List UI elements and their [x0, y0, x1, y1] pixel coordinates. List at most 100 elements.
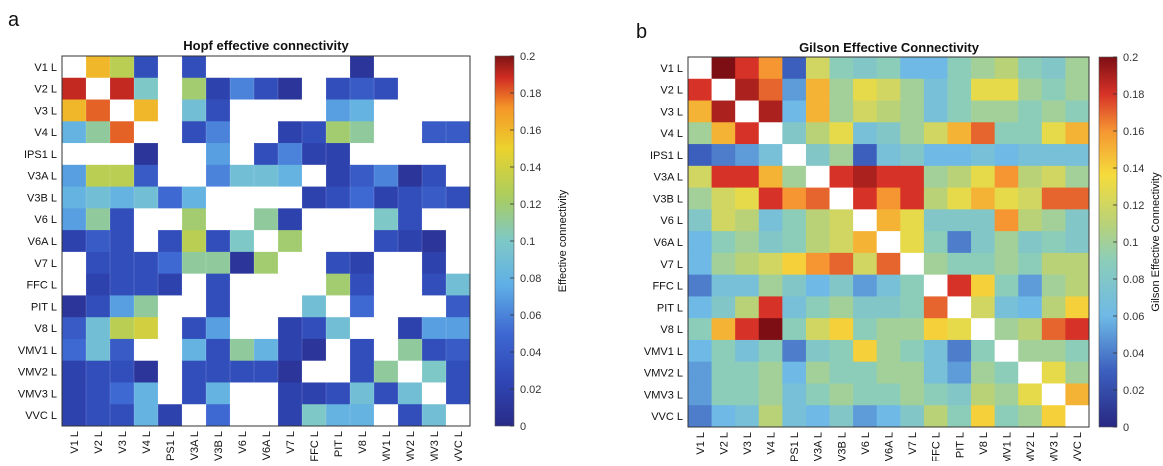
heatmap-cell	[994, 231, 1019, 254]
heatmap-cell	[182, 404, 207, 427]
heatmap-cell	[326, 230, 351, 253]
heatmap-cell	[230, 251, 255, 275]
heatmap-cell	[923, 78, 948, 101]
heatmap-cell	[62, 77, 87, 100]
heatmap-cell	[947, 209, 972, 232]
heatmap-cell	[350, 404, 375, 427]
heatmap-cell	[302, 295, 327, 318]
heatmap-cell	[350, 317, 375, 340]
heatmap-cell	[158, 230, 183, 253]
heatmap-cell	[446, 230, 471, 253]
heatmap-cell	[158, 338, 183, 362]
row-label: V7 L	[34, 258, 57, 270]
heatmap-cell	[735, 252, 760, 276]
col-label: VMV1 L	[381, 431, 393, 461]
heatmap-cell	[422, 360, 447, 383]
heatmap-cell	[62, 143, 87, 166]
heatmap-cell	[947, 57, 972, 80]
heatmap-cell	[446, 382, 471, 405]
heatmap-cell	[350, 208, 375, 231]
row-label: VVC L	[25, 410, 57, 422]
heatmap-cell	[923, 383, 948, 406]
heatmap-cell	[711, 252, 736, 276]
heatmap-cell	[62, 230, 87, 253]
heatmap-cell	[711, 296, 736, 319]
heatmap-cell	[302, 382, 327, 405]
heatmap-cell	[158, 208, 183, 231]
heatmap-cell	[758, 383, 783, 406]
col-label: V6A L	[884, 432, 896, 461]
heatmap-cell	[688, 361, 712, 384]
heatmap-cell	[62, 382, 87, 405]
heatmap-cell	[374, 230, 399, 253]
heatmap-cell	[805, 165, 830, 188]
heatmap-cell	[782, 274, 807, 297]
heatmap-cell	[134, 164, 159, 187]
heatmap-cell	[1065, 383, 1090, 406]
heatmap-cell	[278, 77, 303, 100]
heatmap-cell	[1018, 252, 1043, 276]
heatmap-cell	[829, 361, 854, 384]
heatmap-cell	[326, 382, 351, 405]
heatmap-cell	[876, 165, 901, 188]
heatmap-cell	[182, 208, 207, 231]
heatmap-cell	[735, 144, 760, 167]
heatmap-cell	[782, 252, 807, 276]
heatmap-cell	[688, 252, 712, 276]
heatmap-cell	[994, 252, 1019, 276]
heatmap-cell	[326, 273, 351, 296]
heatmap-cell	[711, 100, 736, 123]
heatmap-cell	[688, 209, 712, 232]
heatmap-cell	[994, 318, 1019, 341]
heatmap-cell	[326, 404, 351, 427]
heatmap-cell	[398, 121, 423, 144]
heatmap-cell	[853, 361, 878, 384]
heatmap-cell	[829, 296, 854, 319]
heatmap-cell	[829, 231, 854, 254]
heatmap-cell	[134, 295, 159, 318]
heatmap-cell	[688, 274, 712, 297]
heatmap-cell	[158, 186, 183, 209]
heatmap-cell	[994, 274, 1019, 297]
heatmap-cell	[1018, 78, 1043, 101]
heatmap-cell	[422, 295, 447, 318]
heatmap-cell	[206, 317, 231, 340]
heatmap-cell	[900, 296, 925, 319]
heatmap-cell	[350, 338, 375, 362]
heatmap-cell	[876, 383, 901, 406]
panel-b-colorbar-ticks: 0.2 0.18 0.16 0.14 0.12 0.1 0.08 0.06 0.04 0.02 0	[1113, 52, 1144, 434]
heatmap-cell	[302, 273, 327, 296]
heatmap-cell	[994, 187, 1019, 210]
heatmap-cell	[446, 208, 471, 231]
heatmap-cell	[398, 273, 423, 296]
heatmap-cell	[446, 338, 471, 362]
col-label: V3A L	[813, 432, 825, 461]
heatmap-cell	[374, 273, 399, 296]
heatmap-cell	[853, 274, 878, 297]
panel-a-title: Hopf effective connectivity	[183, 38, 349, 53]
row-label: V3A L	[654, 172, 683, 184]
row-label: V1 L	[34, 62, 57, 74]
heatmap-cell	[805, 405, 830, 428]
heatmap-cell	[398, 295, 423, 318]
colorbar-tick-label: 0.18	[520, 88, 541, 100]
col-label: V3A L	[189, 431, 201, 460]
heatmap-cell	[134, 56, 159, 79]
heatmap-cell	[254, 164, 279, 187]
heatmap-cell	[876, 209, 901, 232]
heatmap-cell	[876, 231, 901, 254]
heatmap-cell	[947, 252, 972, 276]
heatmap-cell	[758, 274, 783, 297]
heatmap-cell	[994, 78, 1019, 101]
heatmap-cell	[782, 100, 807, 123]
heatmap-cell	[782, 405, 807, 428]
row-label: VMV2 L	[18, 367, 57, 379]
row-label: PIT L	[657, 302, 683, 314]
heatmap-cell	[1018, 296, 1043, 319]
heatmap-cell	[374, 77, 399, 100]
heatmap-cell	[1065, 274, 1090, 297]
heatmap-cell	[1041, 122, 1066, 145]
heatmap-cell	[134, 317, 159, 340]
heatmap-cell	[182, 77, 207, 100]
heatmap-cell	[422, 121, 447, 144]
